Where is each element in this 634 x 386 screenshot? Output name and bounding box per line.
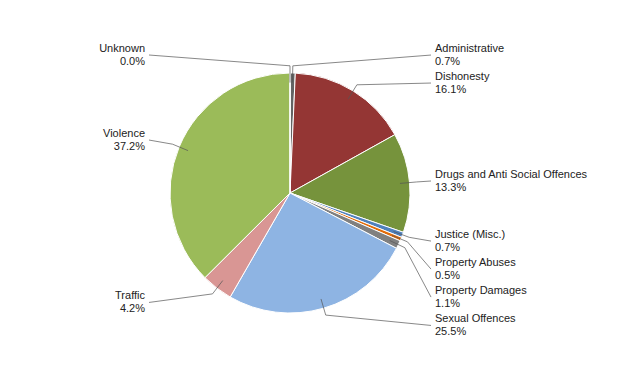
pie-chart: Administrative0.7%Dishonesty16.1%Drugs a… [0, 0, 634, 386]
slice-label: Property Damages [435, 284, 527, 296]
slice-label: Justice (Misc.) [435, 228, 505, 240]
pie-slice [170, 73, 290, 278]
slice-label: Dishonesty [435, 70, 490, 82]
data-label: 4.2% [120, 302, 145, 314]
data-label: 1.1% [435, 297, 460, 309]
leader-line [390, 240, 431, 297]
leader-line [149, 55, 290, 83]
slice-label: Violence [103, 127, 145, 139]
labels: Administrative0.7%Dishonesty16.1%Drugs a… [99, 42, 587, 337]
data-label: 13.3% [435, 181, 466, 193]
data-label: 16.1% [435, 83, 466, 95]
leader-line [392, 235, 431, 269]
pie-slice [290, 73, 291, 193]
leader-line [292, 55, 431, 83]
data-label: 37.2% [114, 140, 145, 152]
data-label: 0.7% [435, 55, 460, 67]
leader-line [393, 231, 431, 241]
chart-container: Administrative0.7%Dishonesty16.1%Drugs a… [0, 0, 634, 386]
data-label: 0.7% [435, 241, 460, 253]
data-label: 25.5% [435, 325, 466, 337]
slice-label: Traffic [115, 289, 145, 301]
leader-line [321, 299, 431, 325]
leader-line [149, 140, 188, 151]
slices [170, 73, 410, 313]
slice-label: Unknown [99, 42, 145, 54]
slice-label: Sexual Offences [435, 312, 516, 324]
data-label: 0.5% [435, 269, 460, 281]
slice-label: Drugs and Anti Social Offences [435, 168, 588, 180]
leader-lines [149, 55, 431, 325]
slice-label: Administrative [435, 42, 504, 54]
leader-line [149, 281, 223, 303]
leader-line [348, 83, 431, 99]
data-label: 0.0% [120, 55, 145, 67]
leader-line [400, 181, 431, 183]
slice-label: Property Abuses [435, 256, 516, 268]
